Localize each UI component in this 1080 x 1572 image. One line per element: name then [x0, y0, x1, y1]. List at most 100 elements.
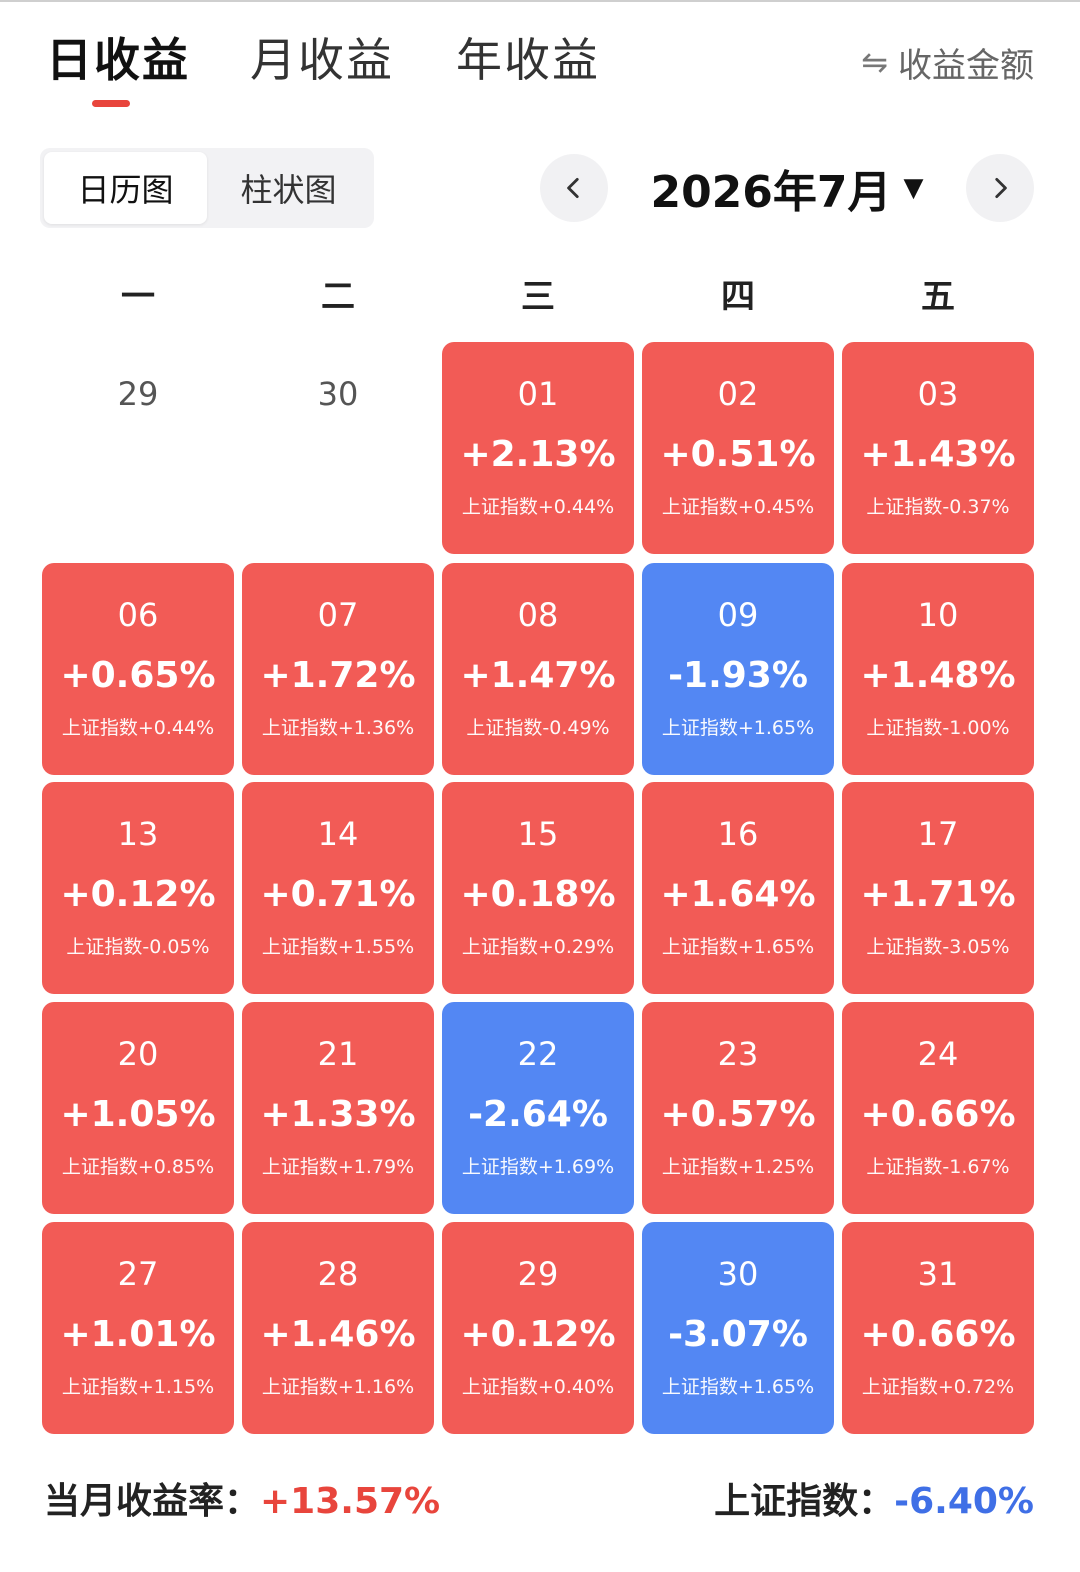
daily-return-percent: +0.71%: [260, 874, 416, 915]
calendar-day-cell[interactable]: 13 +0.12% 上证指数-0.05%: [42, 782, 234, 994]
day-number: 20: [117, 1035, 159, 1073]
daily-return-percent: +0.65%: [60, 655, 216, 696]
daily-return-percent: +1.72%: [260, 655, 416, 696]
next-month-button[interactable]: [966, 154, 1034, 222]
calendar-day-cell[interactable]: 06 +0.65% 上证指数+0.44%: [42, 563, 234, 775]
calendar-day-cell[interactable]: 31 +0.66% 上证指数+0.72%: [842, 1222, 1034, 1434]
index-change-label: 上证指数+1.79%: [261, 1156, 415, 1178]
calendar-day-cell[interactable]: 17 +1.71% 上证指数-3.05%: [842, 782, 1034, 994]
day-number: 27: [117, 1255, 159, 1293]
day-number: 13: [117, 815, 159, 853]
calendar-day-cell[interactable]: 09 -1.93% 上证指数+1.65%: [642, 563, 834, 775]
daily-return-percent: -2.64%: [468, 1094, 608, 1135]
index-change-label: 上证指数+1.55%: [261, 936, 415, 958]
day-number: 31: [917, 1255, 959, 1293]
chevron-right-icon: [995, 177, 1007, 199]
calendar-cell-outside-month: 30: [242, 342, 434, 554]
tab-daily-return[interactable]: 日收益: [46, 33, 190, 87]
chevron-left-icon: [567, 177, 579, 199]
day-number: 16: [717, 815, 759, 853]
month-label: 2026年7月: [650, 167, 892, 218]
calendar-view-button[interactable]: 日历图: [44, 152, 207, 224]
index-change-label: 上证指数+1.15%: [61, 1376, 215, 1398]
calendar-day-cell[interactable]: 24 +0.66% 上证指数-1.67%: [842, 1002, 1034, 1214]
return-amount-toggle[interactable]: ⇋ 收益金额: [861, 40, 1034, 86]
calendar-cell-outside-month: 29: [42, 342, 234, 554]
daily-return-percent: -3.07%: [668, 1314, 808, 1355]
weekday-fri: 五: [921, 277, 955, 317]
bar-chart-view-button[interactable]: 柱状图: [240, 171, 337, 209]
calendar-day-cell[interactable]: 29 +0.12% 上证指数+0.40%: [442, 1222, 634, 1434]
view-switch: 日历图 柱状图: [40, 148, 374, 228]
calendar-day-cell[interactable]: 20 +1.05% 上证指数+0.85%: [42, 1002, 234, 1214]
top-divider: [0, 0, 1080, 2]
index-summary: 上证指数：-6.40%: [714, 1474, 1034, 1530]
index-change-label: 上证指数-1.00%: [866, 717, 1010, 739]
daily-return-percent: +1.05%: [60, 1094, 216, 1135]
index-change-label: 上证指数+1.65%: [661, 936, 815, 958]
daily-return-percent: +1.43%: [860, 434, 1016, 475]
index-change-label: 上证指数+1.69%: [461, 1156, 615, 1178]
calendar-day-cell[interactable]: 14 +0.71% 上证指数+1.55%: [242, 782, 434, 994]
return-amount-label: 收益金额: [898, 45, 1034, 86]
tab-monthly-return[interactable]: 月收益: [250, 33, 394, 87]
calendar-day-cell[interactable]: 01 +2.13% 上证指数+0.44%: [442, 342, 634, 554]
daily-return-percent: +1.33%: [260, 1094, 416, 1135]
calendar-day-cell[interactable]: 15 +0.18% 上证指数+0.29%: [442, 782, 634, 994]
calendar-day-cell[interactable]: 03 +1.43% 上证指数-0.37%: [842, 342, 1034, 554]
active-tab-indicator: [92, 100, 130, 107]
day-number: 14: [317, 815, 359, 853]
calendar-day-cell[interactable]: 23 +0.57% 上证指数+1.25%: [642, 1002, 834, 1214]
day-number: 22: [517, 1035, 559, 1073]
daily-return-percent: +0.66%: [860, 1094, 1016, 1135]
caret-down-icon: ▼: [903, 173, 924, 203]
weekday-mon: 一: [121, 277, 155, 317]
tab-yearly-return[interactable]: 年收益: [456, 33, 600, 87]
day-number: 17: [917, 815, 959, 853]
calendar-day-cell[interactable]: 28 +1.46% 上证指数+1.16%: [242, 1222, 434, 1434]
calendar-day-cell[interactable]: 07 +1.72% 上证指数+1.36%: [242, 563, 434, 775]
month-selector[interactable]: 2026年7月 ▼: [612, 158, 962, 218]
daily-return-percent: +0.51%: [660, 434, 816, 475]
prev-month-button[interactable]: [540, 154, 608, 222]
index-change-label: 上证指数-0.37%: [866, 496, 1010, 518]
daily-return-percent: +0.18%: [460, 874, 616, 915]
day-number: 09: [717, 596, 759, 634]
month-return-value: +13.57%: [260, 1481, 441, 1522]
swap-icon: ⇋: [861, 43, 888, 81]
day-number: 06: [117, 596, 159, 634]
day-number: 07: [317, 596, 359, 634]
index-change-label: 上证指数+1.65%: [661, 717, 815, 739]
month-return-label: 当月收益率：: [44, 1481, 261, 1522]
calendar-day-cell[interactable]: 08 +1.47% 上证指数-0.49%: [442, 563, 634, 775]
index-change-label: 上证指数+0.40%: [461, 1376, 615, 1398]
day-number: 01: [517, 375, 559, 413]
daily-return-percent: +0.66%: [860, 1314, 1016, 1355]
daily-return-percent: +1.46%: [260, 1314, 416, 1355]
calendar-day-cell[interactable]: 10 +1.48% 上证指数-1.00%: [842, 563, 1034, 775]
index-change-label: 上证指数+1.36%: [261, 717, 415, 739]
index-value: -6.40%: [894, 1481, 1034, 1522]
daily-return-percent: +0.57%: [660, 1094, 816, 1135]
calendar-day-cell[interactable]: 16 +1.64% 上证指数+1.65%: [642, 782, 834, 994]
calendar-day-cell[interactable]: 02 +0.51% 上证指数+0.45%: [642, 342, 834, 554]
index-change-label: 上证指数+0.44%: [61, 717, 215, 739]
daily-return-percent: +1.71%: [860, 874, 1016, 915]
day-number: 21: [317, 1035, 359, 1073]
day-number: 28: [317, 1255, 359, 1293]
index-change-label: 上证指数+1.25%: [661, 1156, 815, 1178]
index-change-label: 上证指数+0.45%: [661, 496, 815, 518]
index-change-label: 上证指数+0.72%: [861, 1376, 1015, 1398]
calendar-day-cell[interactable]: 30 -3.07% 上证指数+1.65%: [642, 1222, 834, 1434]
day-number: 15: [517, 815, 559, 853]
day-number: 29: [517, 1255, 559, 1293]
weekday-thu: 四: [721, 277, 755, 317]
index-change-label: 上证指数+0.29%: [461, 936, 615, 958]
calendar-day-cell[interactable]: 22 -2.64% 上证指数+1.69%: [442, 1002, 634, 1214]
index-change-label: 上证指数+1.65%: [661, 1376, 815, 1398]
index-change-label: 上证指数-0.05%: [66, 936, 210, 958]
day-number: 10: [917, 596, 959, 634]
calendar-day-cell[interactable]: 27 +1.01% 上证指数+1.15%: [42, 1222, 234, 1434]
calendar-day-cell[interactable]: 21 +1.33% 上证指数+1.79%: [242, 1002, 434, 1214]
weekday-wed: 三: [521, 277, 555, 317]
